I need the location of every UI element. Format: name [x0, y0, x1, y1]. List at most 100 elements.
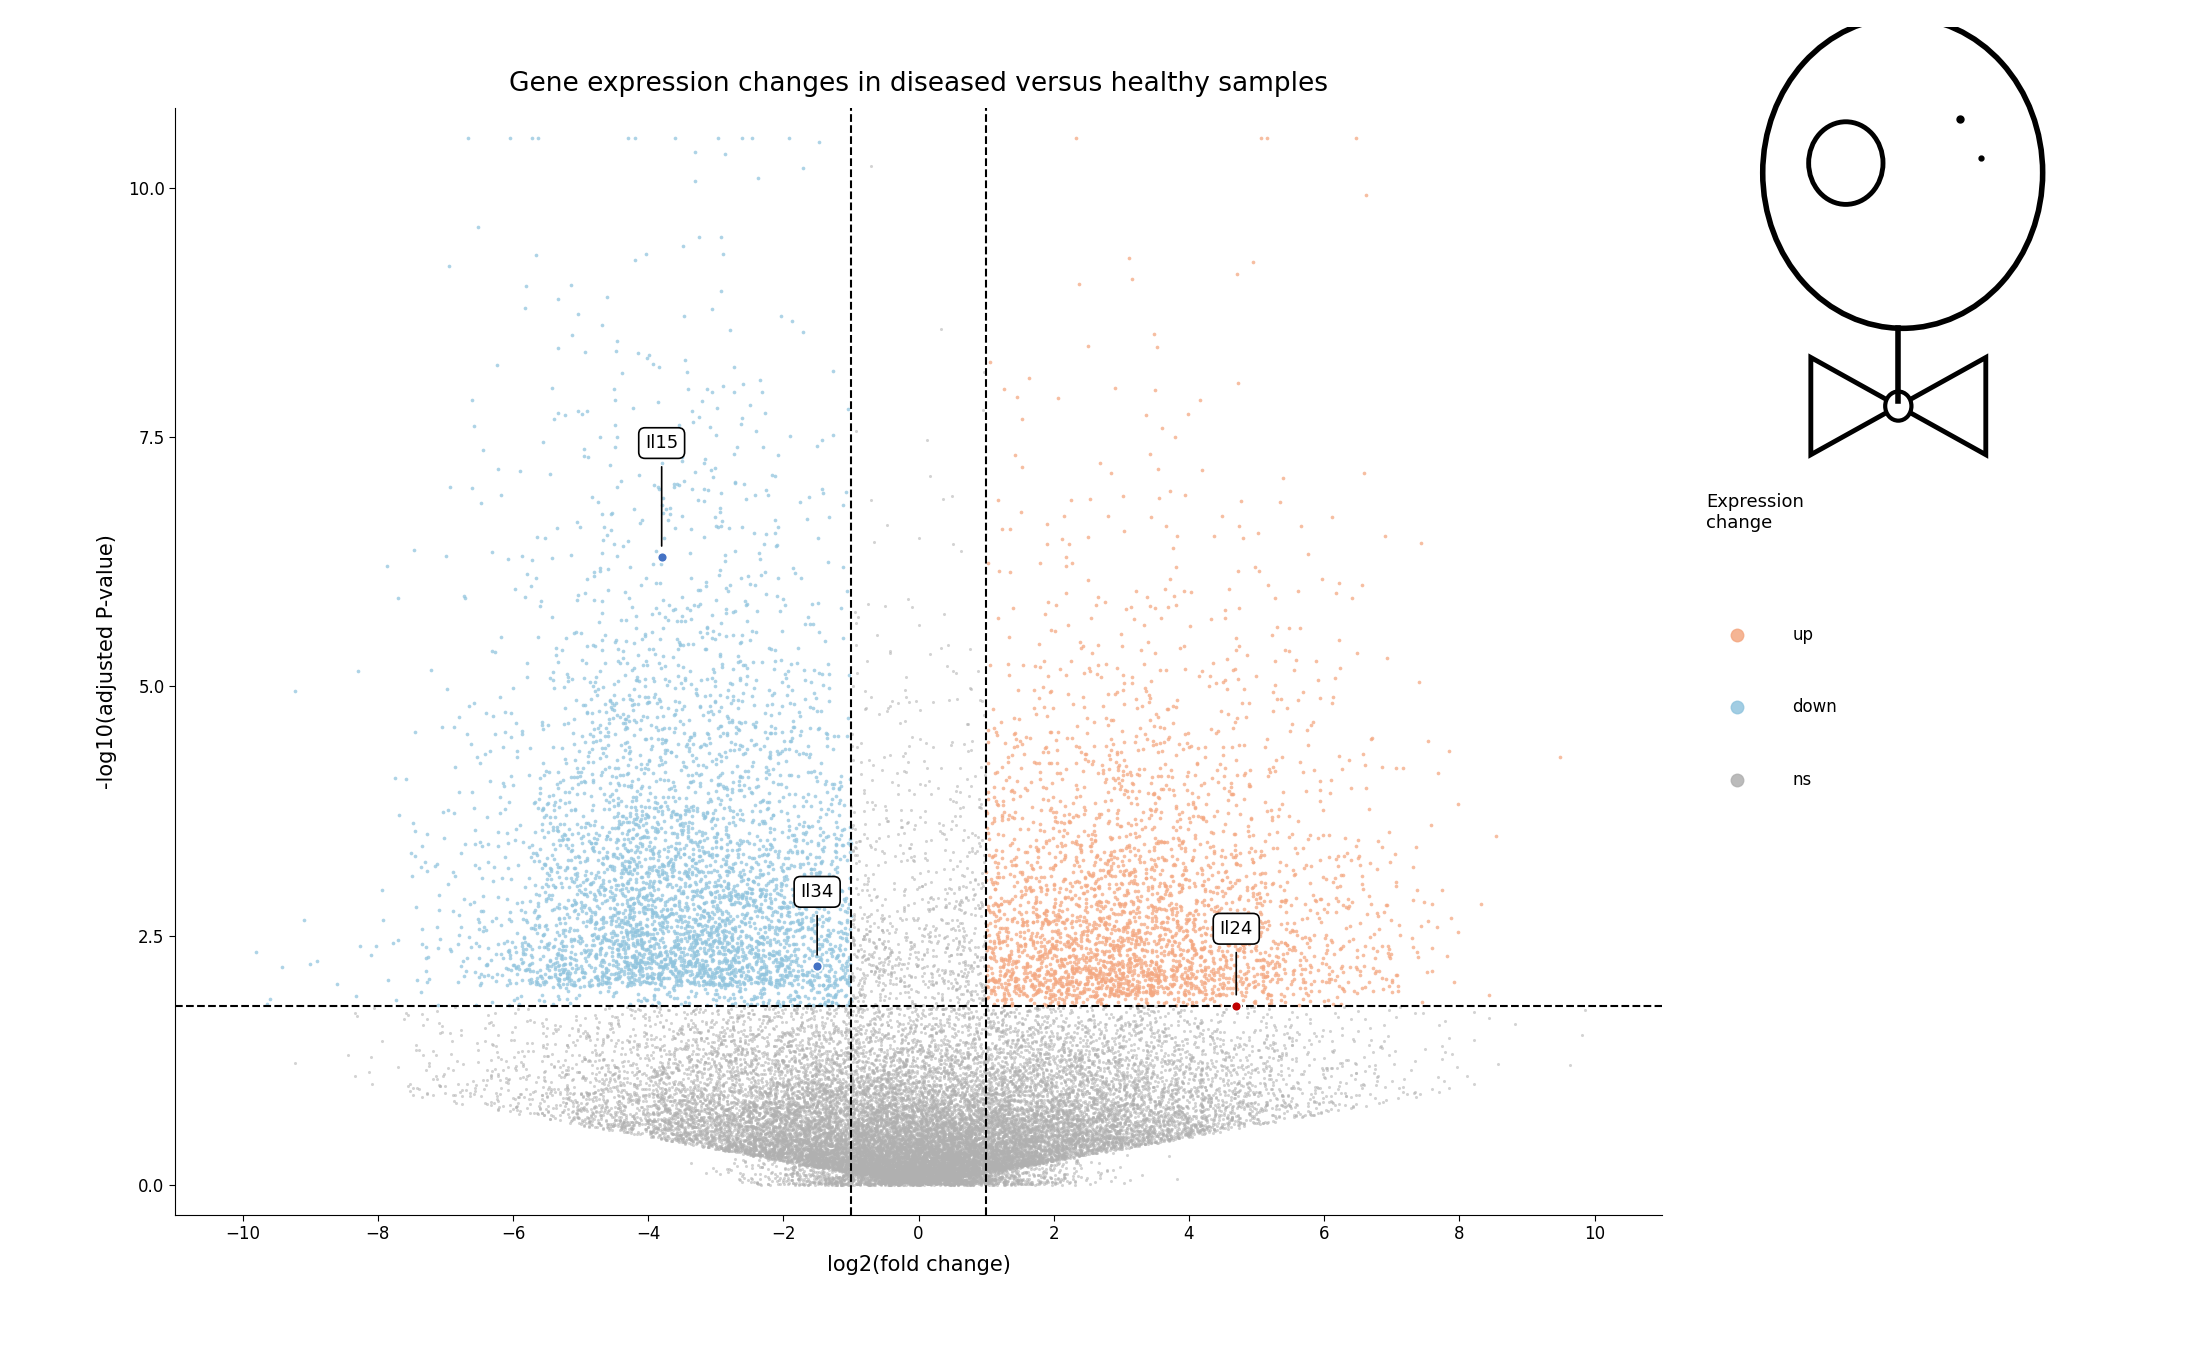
- Point: [894, 1154, 929, 1176]
- Point: [1196, 1030, 1231, 1052]
- Point: [470, 1094, 505, 1115]
- Point: [529, 868, 564, 890]
- Point: [499, 892, 534, 914]
- Point: [1050, 1143, 1085, 1165]
- Point: [625, 960, 660, 981]
- Point: [615, 917, 650, 938]
- Point: [969, 1142, 1004, 1164]
- Point: [759, 868, 794, 890]
- Point: [715, 1137, 750, 1158]
- Point: [1078, 1122, 1113, 1143]
- Point: [853, 1116, 888, 1138]
- Point: [881, 1166, 916, 1188]
- Point: [706, 914, 741, 936]
- Point: [1024, 1145, 1059, 1166]
- Point: [687, 639, 722, 660]
- Point: [890, 752, 925, 774]
- Point: [835, 1037, 870, 1058]
- Point: [790, 1168, 824, 1189]
- Point: [735, 1066, 770, 1088]
- Point: [903, 1164, 938, 1185]
- Point: [1338, 983, 1373, 1004]
- Point: [790, 1114, 824, 1135]
- Point: [923, 1122, 958, 1143]
- Point: [962, 1099, 997, 1120]
- Point: [1102, 1080, 1137, 1102]
- Point: [945, 1172, 980, 1193]
- Point: [934, 944, 969, 965]
- Point: [829, 1089, 864, 1111]
- Point: [923, 1143, 958, 1165]
- Point: [989, 1160, 1024, 1181]
- Point: [971, 1071, 1006, 1092]
- Point: [908, 1143, 943, 1165]
- Point: [619, 1038, 654, 1060]
- Point: [862, 929, 897, 950]
- Point: [1249, 1056, 1284, 1077]
- Point: [792, 1087, 827, 1108]
- Point: [560, 865, 595, 887]
- Point: [783, 1123, 818, 1145]
- Point: [1030, 1150, 1065, 1172]
- Point: [910, 1153, 945, 1174]
- Point: [894, 1080, 929, 1102]
- Point: [1205, 671, 1240, 693]
- Point: [1177, 1098, 1212, 1119]
- Point: [610, 863, 645, 884]
- Point: [892, 1162, 927, 1184]
- Point: [1050, 1112, 1085, 1134]
- Point: [967, 1170, 1002, 1192]
- Point: [1050, 1058, 1085, 1080]
- Point: [1174, 1084, 1209, 1106]
- Point: [1166, 948, 1201, 969]
- Point: [700, 1102, 735, 1123]
- Point: [1052, 1115, 1087, 1137]
- Point: [956, 1173, 991, 1195]
- Point: [741, 1156, 776, 1177]
- Point: [1034, 1116, 1069, 1138]
- Text: down: down: [1793, 698, 1837, 717]
- Point: [735, 1060, 770, 1081]
- Point: [1069, 1130, 1104, 1152]
- Point: [1089, 1084, 1124, 1106]
- Point: [516, 1040, 551, 1061]
- Point: [938, 1119, 973, 1141]
- Point: [835, 1045, 870, 1066]
- Point: [1004, 1035, 1039, 1057]
- Point: [750, 1115, 785, 1137]
- Point: [755, 1125, 790, 1146]
- Point: [886, 1169, 921, 1191]
- Point: [656, 1049, 691, 1071]
- Point: [711, 1141, 746, 1162]
- Point: [881, 1170, 916, 1192]
- Point: [842, 1165, 877, 1187]
- Point: [1024, 1095, 1059, 1116]
- Point: [1113, 1092, 1148, 1114]
- Point: [1168, 1114, 1203, 1135]
- Point: [1032, 1034, 1067, 1056]
- Point: [989, 1148, 1024, 1169]
- Point: [663, 941, 698, 963]
- Point: [835, 1069, 870, 1091]
- Point: [1043, 1118, 1078, 1139]
- Point: [986, 1157, 1021, 1179]
- Point: [879, 1153, 914, 1174]
- Point: [685, 1096, 720, 1118]
- Point: [715, 1112, 750, 1134]
- Point: [857, 838, 892, 860]
- Point: [746, 1107, 781, 1129]
- Point: [1133, 1018, 1168, 1040]
- Point: [894, 1089, 929, 1111]
- Point: [925, 1034, 960, 1056]
- Point: [978, 969, 1013, 991]
- Point: [993, 1102, 1028, 1123]
- Point: [899, 1158, 934, 1180]
- Point: [765, 1061, 800, 1083]
- Point: [936, 1116, 971, 1138]
- Point: [722, 952, 757, 973]
- Point: [724, 886, 759, 907]
- Point: [945, 1160, 980, 1181]
- Point: [779, 938, 814, 960]
- Point: [842, 1150, 877, 1172]
- Point: [1024, 1126, 1059, 1147]
